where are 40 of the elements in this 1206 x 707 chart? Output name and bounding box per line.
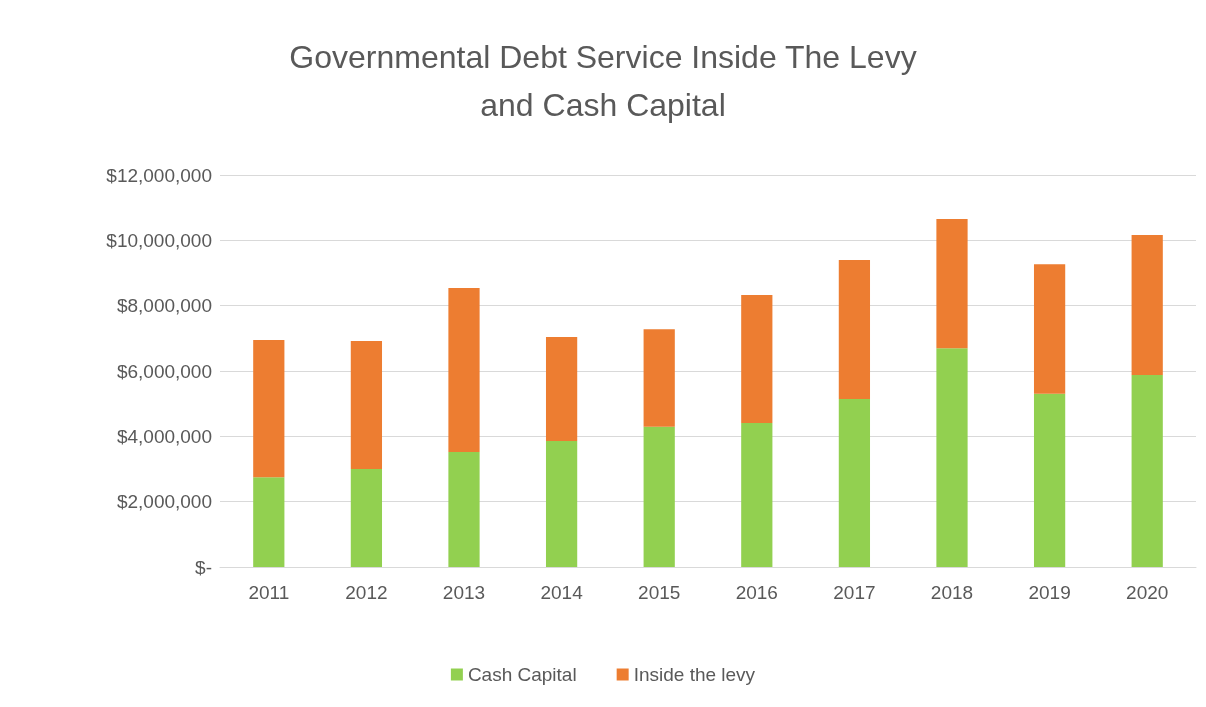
- bar: [448, 452, 480, 567]
- bar: [545, 440, 578, 567]
- x-tick-label: 2014: [540, 582, 584, 603]
- y-tick-label: $2,000,000: [116, 491, 212, 513]
- x-tick-label: 2012: [345, 582, 388, 603]
- bar: [253, 339, 285, 478]
- bar: [741, 294, 773, 423]
- chart-title: Governmental Debt Service Inside The Levy and Cash Capital: [289, 39, 917, 123]
- y-tick-label: $8,000,000: [116, 295, 212, 317]
- bar: [838, 399, 871, 567]
- bar: [741, 422, 773, 567]
- legend-label: Cash Capital: [467, 664, 577, 685]
- y-tick-label: $6,000,000: [116, 360, 212, 382]
- bar: [643, 426, 675, 567]
- x-tick-label: 2017: [833, 582, 876, 603]
- x-tick-label: 2015: [638, 582, 681, 603]
- bar: [838, 259, 871, 400]
- y-tick-label: $10,000,000: [106, 229, 212, 251]
- bar: [936, 219, 968, 349]
- bar: [1131, 374, 1163, 567]
- bar: [350, 469, 383, 567]
- bar: [1131, 235, 1163, 375]
- y-tick-label: $12,000,000: [106, 164, 212, 186]
- bar: [643, 329, 675, 427]
- x-tick-label: 2016: [735, 582, 778, 603]
- bar: [448, 288, 480, 453]
- y-tick-label: $4,000,000: [116, 425, 212, 447]
- bar: [545, 337, 578, 441]
- x-tick-label: 2011: [248, 582, 290, 603]
- legend-label: Inside the levy: [633, 664, 756, 685]
- bar: [936, 348, 968, 567]
- bar: [350, 340, 383, 469]
- x-tick-label: 2020: [1126, 582, 1169, 603]
- bar: [1033, 393, 1066, 567]
- y-tick-label: $-: [195, 556, 212, 578]
- x-tick-label: 2018: [930, 582, 974, 603]
- bar: [1033, 264, 1066, 394]
- x-tick-label: 2019: [1028, 582, 1071, 603]
- x-tick-label: 2013: [442, 582, 486, 603]
- bar: [253, 477, 285, 567]
